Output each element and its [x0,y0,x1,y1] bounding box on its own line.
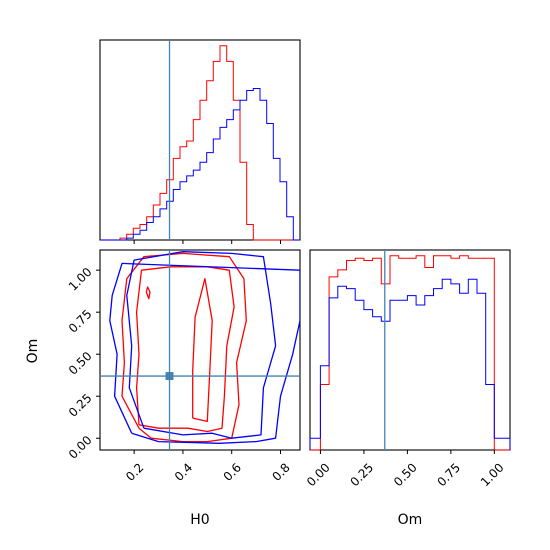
h0-histogram-frame [99,39,301,241]
joint-xtick-label-2: 0.6 [221,460,244,483]
contour-blue-inner-4 [126,251,277,439]
h0-histogram-blue-series [100,88,300,241]
contour-red-island-3 [145,286,151,300]
om-histogram-panel: 0.00 0.25 0.50 0.75 1.00 Om [304,249,511,528]
joint-xtick-label-3: 0.8 [269,460,292,483]
om-histogram-red-series [310,255,510,451]
contour-red-outer-1 [121,252,247,443]
joint-ytick-label-4: 1.00 [66,265,95,294]
h0-histogram-panel [99,39,301,244]
joint-xtick-label-1: 0.4 [172,460,195,483]
joint-xtick-label-0: 0.2 [123,460,146,483]
om-histogram-blue-series [309,278,511,450]
joint-panel: 0.2 0.4 0.6 0.8 0.00 0.25 0.50 0.75 1.00 H0 Om [25,249,301,528]
joint-contours [109,251,300,444]
joint-ytick-label-3: 0.75 [66,307,95,336]
contour-blue-outer-5 [109,262,300,444]
om-hist-xtick-label-3: 0.75 [434,460,463,489]
contour-red-island-2 [192,277,213,423]
joint-frame [99,249,301,451]
joint-ytick-label-0: 0.00 [66,433,95,462]
contour-red-inner-0 [135,266,235,433]
om-hist-xtick-label-2: 0.50 [391,460,420,489]
om-hist-xtick-label-0: 0.00 [304,460,333,489]
x-axis-label-om: Om [398,512,423,528]
joint-truth-marker [165,372,174,381]
h0-histogram-red-series [100,45,300,241]
joint-ytick-label-2: 0.50 [66,349,95,378]
om-hist-xtick-label-1: 0.25 [347,460,376,489]
joint-ytick-label-1: 0.25 [66,391,95,420]
y-axis-label-om: Om [25,339,41,364]
x-axis-label-h0: H0 [190,512,209,528]
om-histogram-frame [309,249,511,451]
om-hist-xtick-label-4: 1.00 [478,460,507,489]
